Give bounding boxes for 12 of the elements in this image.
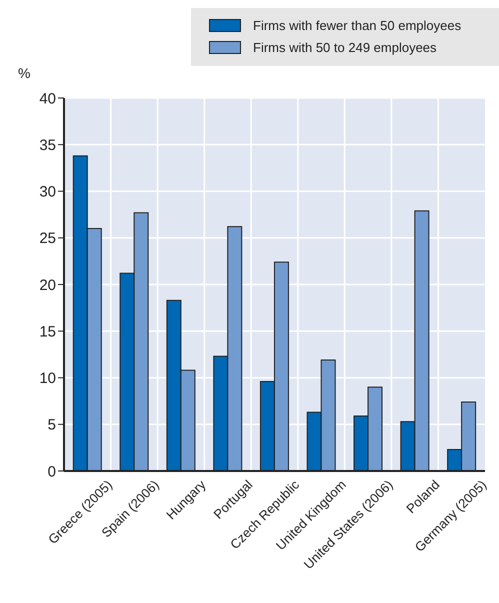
legend-label: Firms with fewer than 50 employees [253, 18, 462, 32]
y-axis-title: % [18, 64, 30, 81]
y-tick-label: 10 [39, 370, 56, 388]
y-tick-label: 20 [39, 276, 56, 294]
y-tick-label: 15 [39, 323, 56, 340]
y-tick-label: 0 [48, 463, 56, 480]
y-tick-label: 25 [39, 230, 56, 248]
legend-label: Firms with 50 to 249 employees [253, 40, 437, 54]
y-tick-label: 40 [39, 90, 56, 108]
y-tick-label: 35 [39, 136, 56, 154]
y-tick-label: 30 [39, 184, 56, 201]
y-tick-label: 5 [48, 416, 56, 434]
